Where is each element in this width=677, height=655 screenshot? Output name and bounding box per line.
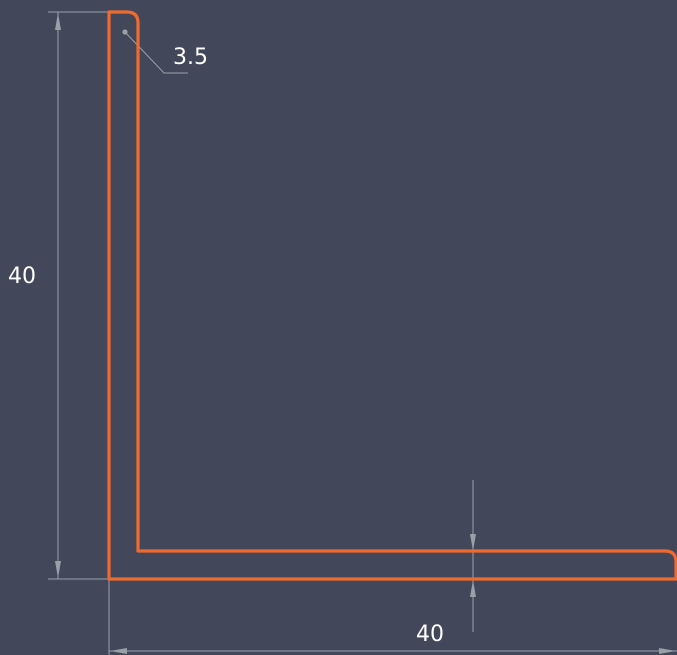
- angle-profile-outline: [107, 10, 677, 581]
- radius-label: 3.5: [173, 45, 208, 70]
- width-dimension-label: 40: [416, 622, 444, 647]
- width-arrow-left: [110, 648, 127, 654]
- height-arrow-bottom: [55, 561, 61, 578]
- height-dimension-label: 40: [8, 264, 36, 289]
- radius-callout: 3.5: [122, 29, 208, 74]
- height-dimension: 40: [8, 11, 110, 580]
- thickness-arrow-top: [470, 534, 476, 551]
- thickness-arrow-bottom: [470, 580, 476, 597]
- width-dimension: 40: [108, 580, 677, 655]
- height-arrow-top: [55, 13, 61, 30]
- width-arrow-right: [659, 648, 676, 654]
- thickness-dimension: [470, 480, 476, 632]
